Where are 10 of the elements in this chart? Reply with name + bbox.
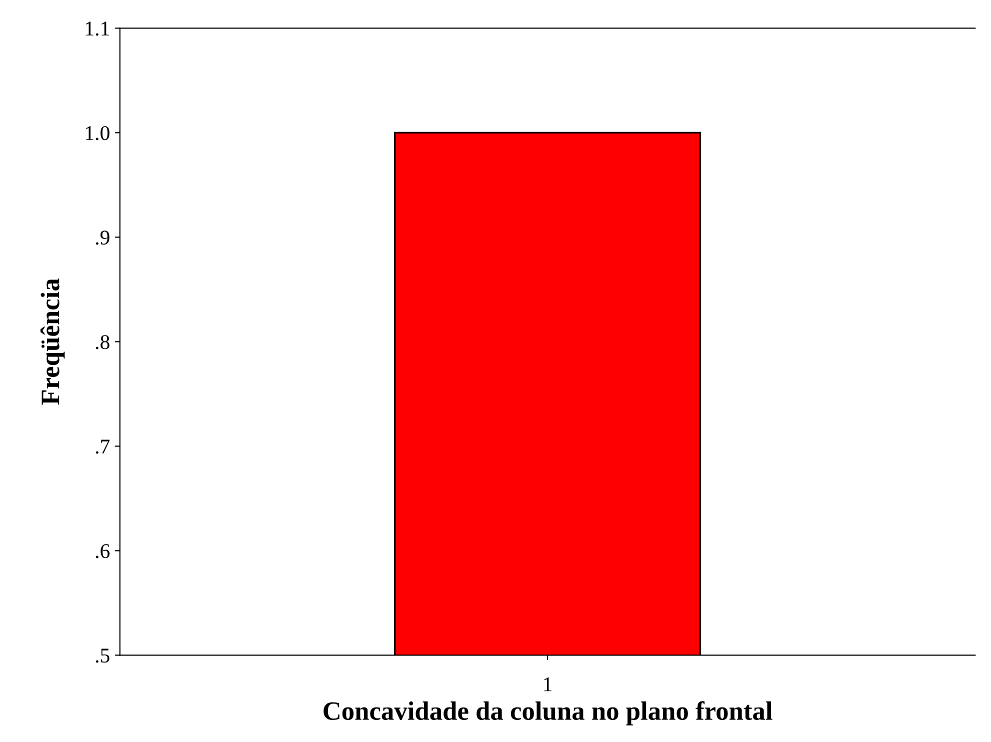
y-tick-label: .7	[96, 440, 110, 454]
x-axis-title: Concavidade da coluna no plano frontal	[324, 701, 772, 726]
x-tick-label: 1	[544, 677, 552, 692]
y-tick-label: 1.1	[86, 22, 109, 36]
y-tick-label: 1.0	[86, 126, 110, 140]
y-axis-title: Freqüência	[40, 278, 65, 405]
y-tick-label: .9	[96, 230, 110, 245]
y-tick-label: .6	[96, 544, 110, 558]
y-tick-label: .8	[96, 335, 110, 350]
y-tick-label: .5	[96, 648, 110, 663]
